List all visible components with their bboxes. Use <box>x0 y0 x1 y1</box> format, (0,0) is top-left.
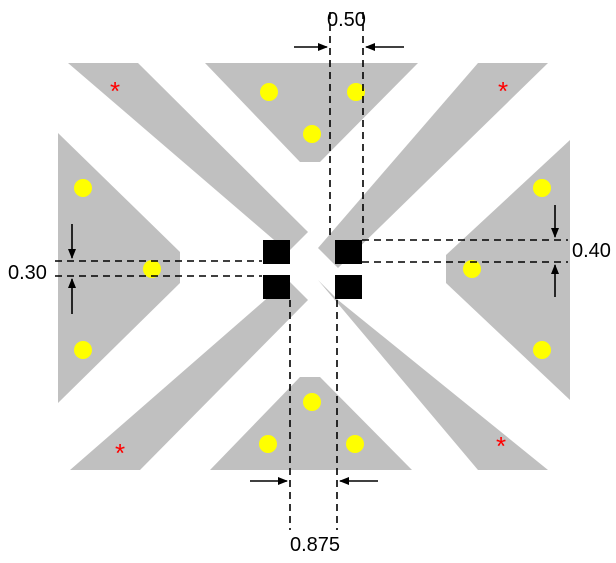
pad-bottom-left-strip <box>70 280 308 470</box>
via <box>346 435 364 453</box>
star-marker-top-left: * <box>110 76 120 106</box>
star-marker-top-right: * <box>498 76 508 106</box>
via <box>303 393 321 411</box>
pad-bottom-triangle <box>210 377 412 470</box>
contact-upper-right <box>335 240 362 264</box>
dimension-arrows <box>68 43 559 485</box>
via <box>260 83 278 101</box>
pad-top-left-strip <box>68 63 308 252</box>
pad-top-triangle <box>205 63 418 162</box>
star-marker-bottom-left: * <box>115 438 125 468</box>
label-bottom-gap: 0.875 <box>290 534 340 556</box>
contact-lower-right <box>335 275 362 299</box>
contact-lower-left <box>263 275 290 299</box>
via <box>347 83 365 101</box>
vias <box>74 83 551 453</box>
label-top-gap: 0.50 <box>327 9 366 31</box>
via <box>143 260 161 278</box>
pad-right-triangle <box>446 140 570 400</box>
via <box>259 435 277 453</box>
contacts <box>263 240 362 299</box>
contact-upper-left <box>263 240 290 264</box>
star-marker-bottom-right: * <box>496 431 506 461</box>
via <box>303 125 321 143</box>
via <box>533 341 551 359</box>
dimension-labels: 0.50 0.30 0.40 0.875 <box>8 9 611 556</box>
via <box>533 179 551 197</box>
label-left-gap: 0.30 <box>8 262 47 284</box>
via <box>463 260 481 278</box>
label-right-gap: 0.40 <box>572 240 611 262</box>
star-markers: * * * * <box>110 76 508 468</box>
via <box>74 179 92 197</box>
via <box>74 341 92 359</box>
pad-left-triangle <box>58 133 180 403</box>
pad-top-right-strip <box>318 63 548 268</box>
dimension-lines <box>55 12 568 530</box>
